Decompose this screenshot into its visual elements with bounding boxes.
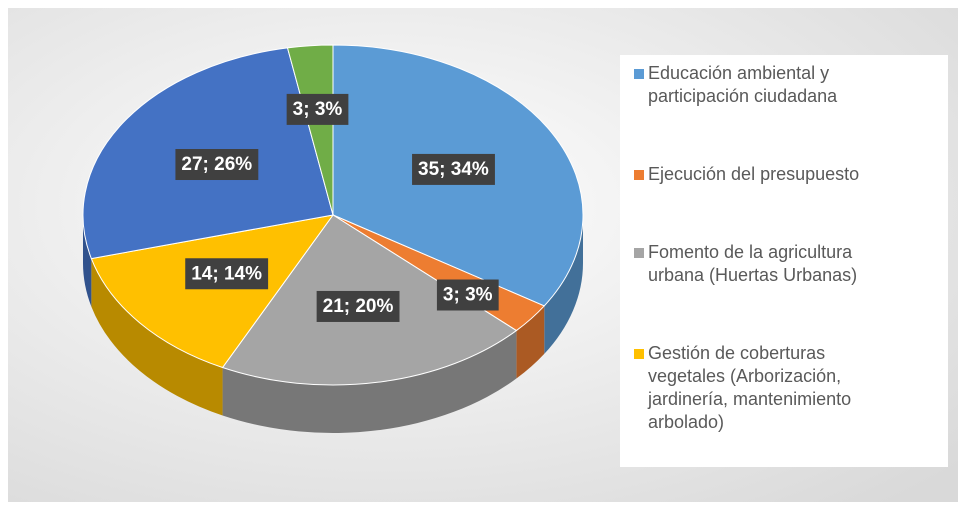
legend-label: Gestión de coberturas vegetales (Arboriza… xyxy=(647,343,851,432)
data-label: 3; 3% xyxy=(286,93,349,125)
data-label-box xyxy=(185,258,269,290)
legend-swatch xyxy=(634,248,644,258)
data-label-box xyxy=(286,93,349,125)
legend-box xyxy=(620,55,948,467)
slice-side xyxy=(222,330,517,433)
data-label-text: 27; 26% xyxy=(181,154,252,175)
data-label-text: 3; 3% xyxy=(293,99,343,120)
slice-side xyxy=(516,305,545,379)
legend-label: Ejecución del presupuesto xyxy=(648,164,859,184)
slice-side xyxy=(544,215,583,354)
data-label-box xyxy=(175,149,259,181)
slice-side xyxy=(91,258,223,416)
slice xyxy=(286,44,334,216)
legend-swatch xyxy=(634,69,644,79)
slice xyxy=(90,214,335,369)
data-label: 3; 3% xyxy=(436,279,499,311)
legend-label: Educación ambiental y participación ciuda… xyxy=(648,63,838,106)
data-label-text: 35; 34% xyxy=(418,159,489,180)
data-label: 35; 34% xyxy=(412,153,495,185)
legend-swatch xyxy=(634,170,644,180)
data-label-box xyxy=(316,290,400,322)
data-label-box xyxy=(412,153,495,185)
data-label: 27; 26% xyxy=(175,149,259,181)
legend-label: Fomento de la agricultura urbana (Huertas… xyxy=(648,242,857,285)
data-label-text: 21; 20% xyxy=(323,296,394,317)
data-label: 21; 20% xyxy=(316,290,400,322)
data-label: 14; 14% xyxy=(185,258,269,290)
data-label-text: 14; 14% xyxy=(191,263,262,284)
legend-swatch xyxy=(634,349,644,359)
data-label-box xyxy=(436,279,499,311)
data-label-text: 3; 3% xyxy=(443,285,493,306)
